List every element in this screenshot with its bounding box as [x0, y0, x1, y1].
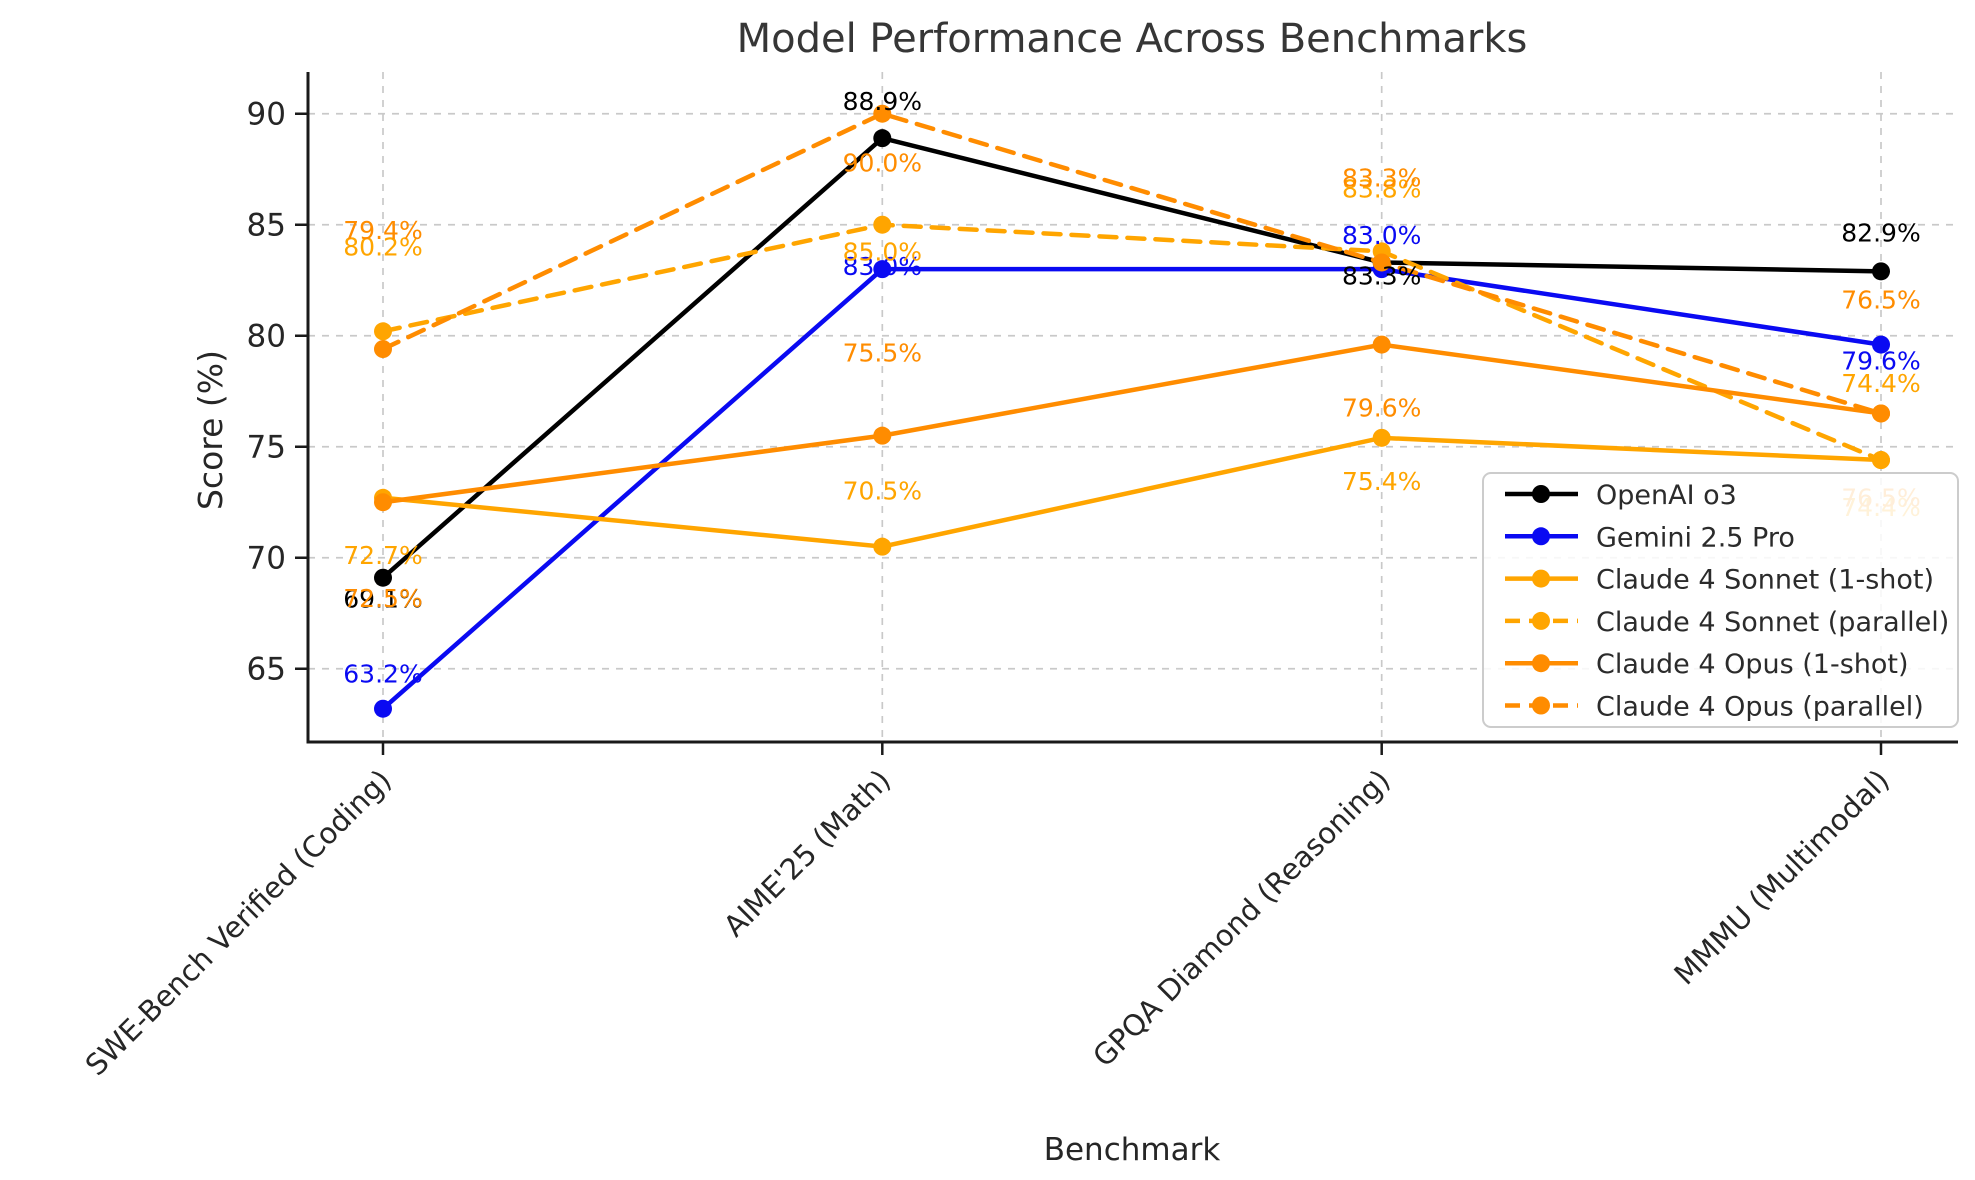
y-tick-label: 70	[247, 541, 286, 577]
y-tick-label: 90	[247, 97, 286, 133]
data-point-label: 72.5%	[343, 584, 422, 613]
data-point-label: 90.0%	[843, 149, 922, 178]
series-line	[380, 222, 1884, 463]
data-point-label: 79.4%	[343, 216, 422, 245]
data-point	[374, 568, 392, 587]
data-point	[1372, 253, 1391, 272]
data-point-label: 80.2%	[343, 232, 422, 261]
data-point	[1372, 428, 1391, 447]
legend-box	[1482, 472, 1959, 728]
data-labels: 69.1% 88.9% 83.3% 82.9% 63.2% 83.0% 83.0% 79.6%…	[343, 87, 1920, 689]
data-point	[873, 215, 892, 234]
x-tick-label: SWE-Bench Verified (Coding)	[79, 763, 398, 1082]
data-point-label: 85.0%	[843, 238, 922, 267]
data-point-label: 79.6%	[1342, 394, 1421, 423]
y-tick-label: 75	[247, 430, 286, 466]
series-line	[380, 111, 1884, 416]
legend-item-label: Gemini 2.5 Pro	[1596, 522, 1795, 553]
series-line	[380, 266, 1884, 711]
x-axis-label: Benchmark	[1044, 1132, 1221, 1168]
legend-marker	[1532, 569, 1550, 588]
legend-marker	[1532, 527, 1550, 546]
data-point	[873, 537, 892, 556]
data-point-label: 72.7%	[343, 541, 422, 570]
legend-marker	[1532, 611, 1550, 630]
legend-item-label: Claude 4 Opus (1-shot)	[1596, 649, 1909, 680]
y-tick-label: 85	[247, 208, 286, 244]
series	[374, 104, 1890, 718]
legend-marker	[1532, 485, 1550, 503]
data-point	[873, 104, 892, 123]
data-point-label: 76.5%	[1841, 285, 1920, 314]
data-point	[1872, 404, 1890, 423]
legend-item-label: Claude 4 Opus (parallel)	[1596, 692, 1924, 723]
data-point	[873, 129, 892, 148]
series-line	[380, 435, 1884, 549]
data-point-label: 79.6%	[1841, 347, 1920, 376]
data-point-label: 83.0%	[1342, 221, 1421, 250]
legend-item-label: Claude 4 Sonnet (1-shot)	[1596, 565, 1934, 596]
data-point	[1372, 335, 1391, 354]
data-point-label: 83.3%	[1342, 163, 1421, 192]
data-point-label: 88.9%	[843, 87, 922, 116]
legend-marker	[1532, 654, 1550, 673]
y-axis-label: Score (%)	[191, 350, 230, 510]
legend-marker	[1532, 696, 1550, 715]
data-point	[374, 493, 392, 512]
x-tick-label: AIME'25 (Math)	[717, 763, 897, 943]
data-point	[873, 260, 892, 279]
data-point-label: 82.9%	[1841, 218, 1920, 247]
data-point	[1872, 335, 1890, 354]
data-point	[1872, 451, 1890, 470]
data-point-label: 69.1%	[343, 585, 422, 614]
data-point-label: 75.5%	[843, 339, 922, 368]
data-point-label: 83.8%	[1342, 174, 1421, 203]
x-tick-label: MMMU (Multimodal)	[1667, 763, 1896, 992]
y-tick-label: 80	[247, 319, 286, 355]
data-point-label: 74.4%	[1841, 369, 1920, 398]
data-point-label: 63.2%	[343, 660, 422, 689]
data-point-label: 83.0%	[843, 252, 922, 281]
data-point	[374, 340, 392, 359]
legend: OpenAI o3 Gemini 2.5 Pro Claude 4 Sonnet (…	[1482, 472, 1959, 728]
series-line	[380, 342, 1884, 505]
data-point	[374, 699, 392, 718]
data-point-label: 83.3%	[1342, 261, 1421, 290]
chart-title: Model Performance Across Benchmarks	[737, 16, 1528, 62]
data-point	[873, 426, 892, 445]
data-point	[1872, 262, 1890, 281]
legend-item-label: Claude 4 Sonnet (parallel)	[1596, 607, 1949, 638]
data-point-label: 70.5%	[843, 477, 922, 506]
series-line	[380, 135, 1884, 580]
x-tick-label: GPQA Diamond (Reasoning)	[1086, 763, 1397, 1074]
y-tick-label: 65	[247, 652, 286, 688]
data-point-label: 75.4%	[1342, 467, 1421, 496]
legend-item-label: OpenAI o3	[1596, 480, 1737, 511]
data-point	[374, 322, 392, 341]
